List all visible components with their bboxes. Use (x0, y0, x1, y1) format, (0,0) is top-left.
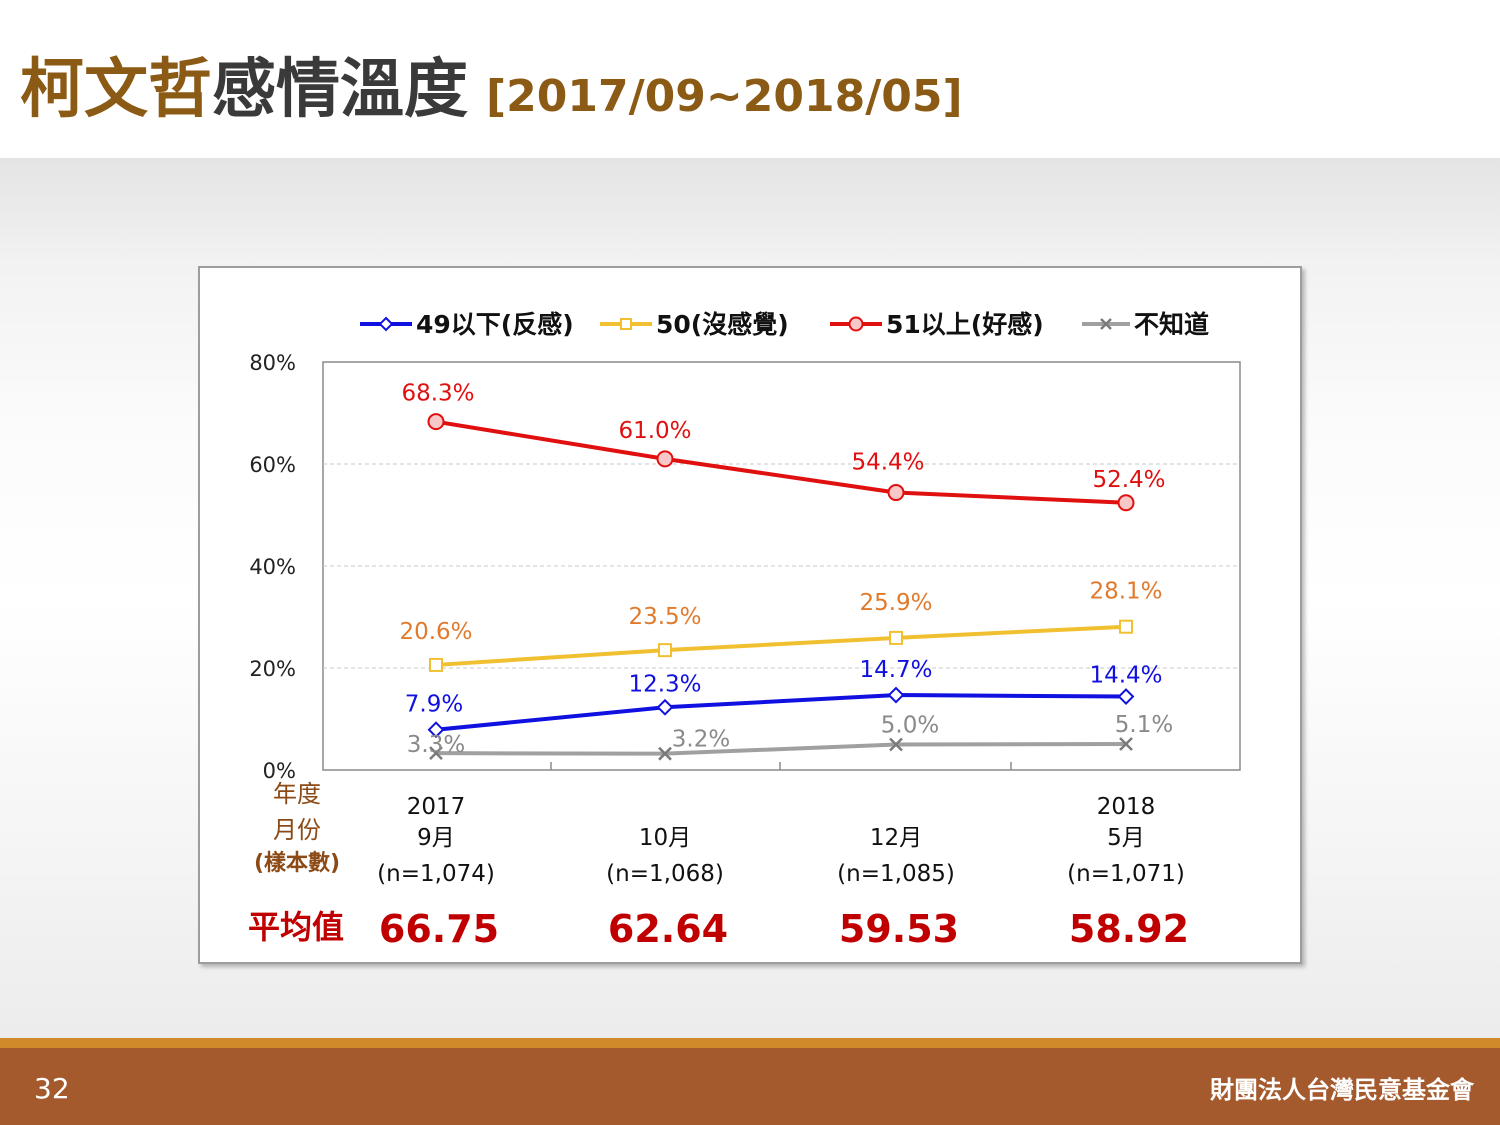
footer-accent-line (0, 1038, 1500, 1048)
data-label: 7.9% (405, 692, 463, 718)
data-point-circle (1117, 494, 1135, 512)
data-label: 54.4% (851, 450, 924, 476)
data-point-square (889, 630, 903, 645)
data-point-diamond (656, 698, 674, 716)
legend-marker (620, 318, 632, 330)
legend-label: 51以上(好感) (886, 310, 1044, 339)
title-name: 柯文哲 (20, 53, 212, 127)
column-month: 5月 (1107, 825, 1145, 851)
page-number: 32 (34, 1072, 70, 1105)
average-label: 平均值 (248, 908, 344, 946)
legend-label: 49以下(反感) (416, 310, 574, 339)
data-label: 14.7% (859, 657, 932, 683)
slide-footer (0, 1048, 1500, 1125)
data-point-circle (427, 413, 445, 431)
column-average-value: 62.64 (608, 907, 728, 951)
row-label-month: 月份 (273, 816, 321, 844)
column-sample-size: (n=1,071) (1067, 861, 1185, 887)
y-tick-label: 60% (249, 453, 296, 477)
y-tick-label: 80% (249, 351, 296, 375)
data-point-circle (656, 450, 674, 468)
slide-title: 柯文哲感情溫度 [2017/09~2018/05] (20, 38, 963, 130)
column-year: 2017 (407, 794, 466, 820)
legend-label: 不知道 (1134, 310, 1209, 339)
series-line (435, 693, 1127, 732)
data-point-square (1119, 619, 1133, 634)
column-month: 10月 (639, 825, 691, 851)
data-label: 25.9% (859, 590, 932, 616)
y-tick-label: 20% (249, 657, 296, 681)
legend-marker (378, 316, 394, 332)
data-point-square (658, 643, 672, 658)
column-average-value: 59.53 (839, 907, 959, 951)
column-sample-size: (n=1,085) (837, 861, 955, 887)
data-label: 5.1% (1115, 712, 1173, 738)
column-average-value: 58.92 (1069, 907, 1189, 951)
data-point-square (429, 657, 443, 672)
data-label: 14.4% (1089, 663, 1162, 689)
data-label: 28.1% (1089, 579, 1162, 605)
data-point-x (889, 737, 903, 752)
data-label: 3.2% (672, 727, 730, 753)
data-point-x (658, 746, 672, 761)
data-point-x (429, 746, 443, 761)
row-label-sample: (樣本數) (254, 850, 340, 876)
data-label: 52.4% (1092, 467, 1165, 493)
data-label: 5.0% (881, 713, 939, 739)
data-point-x (1119, 737, 1133, 751)
column-sample-size: (n=1,068) (606, 861, 724, 887)
legend-marker (848, 316, 864, 332)
data-label: 23.5% (628, 604, 701, 630)
data-label: 61.0% (618, 418, 691, 444)
column-sample-size: (n=1,074) (377, 861, 495, 887)
column-month: 9月 (417, 825, 455, 851)
legend-marker (1100, 318, 1112, 330)
y-tick-label: 40% (249, 555, 296, 579)
series-line (435, 419, 1127, 505)
slide-header: 柯文哲感情溫度 [2017/09~2018/05] (0, 0, 1500, 158)
data-label: 20.6% (399, 619, 472, 645)
data-label: 12.3% (628, 671, 701, 697)
data-label: 3.3% (407, 732, 465, 758)
data-label: 68.3% (401, 381, 474, 407)
title-topic: 感情溫度 (212, 53, 468, 127)
data-point-diamond (427, 721, 445, 739)
data-point-circle (887, 484, 905, 502)
series-line (435, 624, 1127, 667)
data-point-diamond (887, 686, 905, 704)
y-tick-label: 0% (263, 759, 296, 783)
column-average-value: 66.75 (379, 907, 499, 951)
column-year: 2018 (1097, 794, 1156, 820)
title-period: [2017/09~2018/05] (486, 71, 963, 122)
organization-name: 財團法人台灣民意基金會 (1210, 1076, 1474, 1104)
data-point-diamond (1117, 688, 1135, 705)
row-label-year: 年度 (273, 780, 321, 808)
legend-label: 50(沒感覺) (656, 310, 789, 339)
column-month: 12月 (870, 825, 922, 851)
series-line (435, 741, 1127, 756)
